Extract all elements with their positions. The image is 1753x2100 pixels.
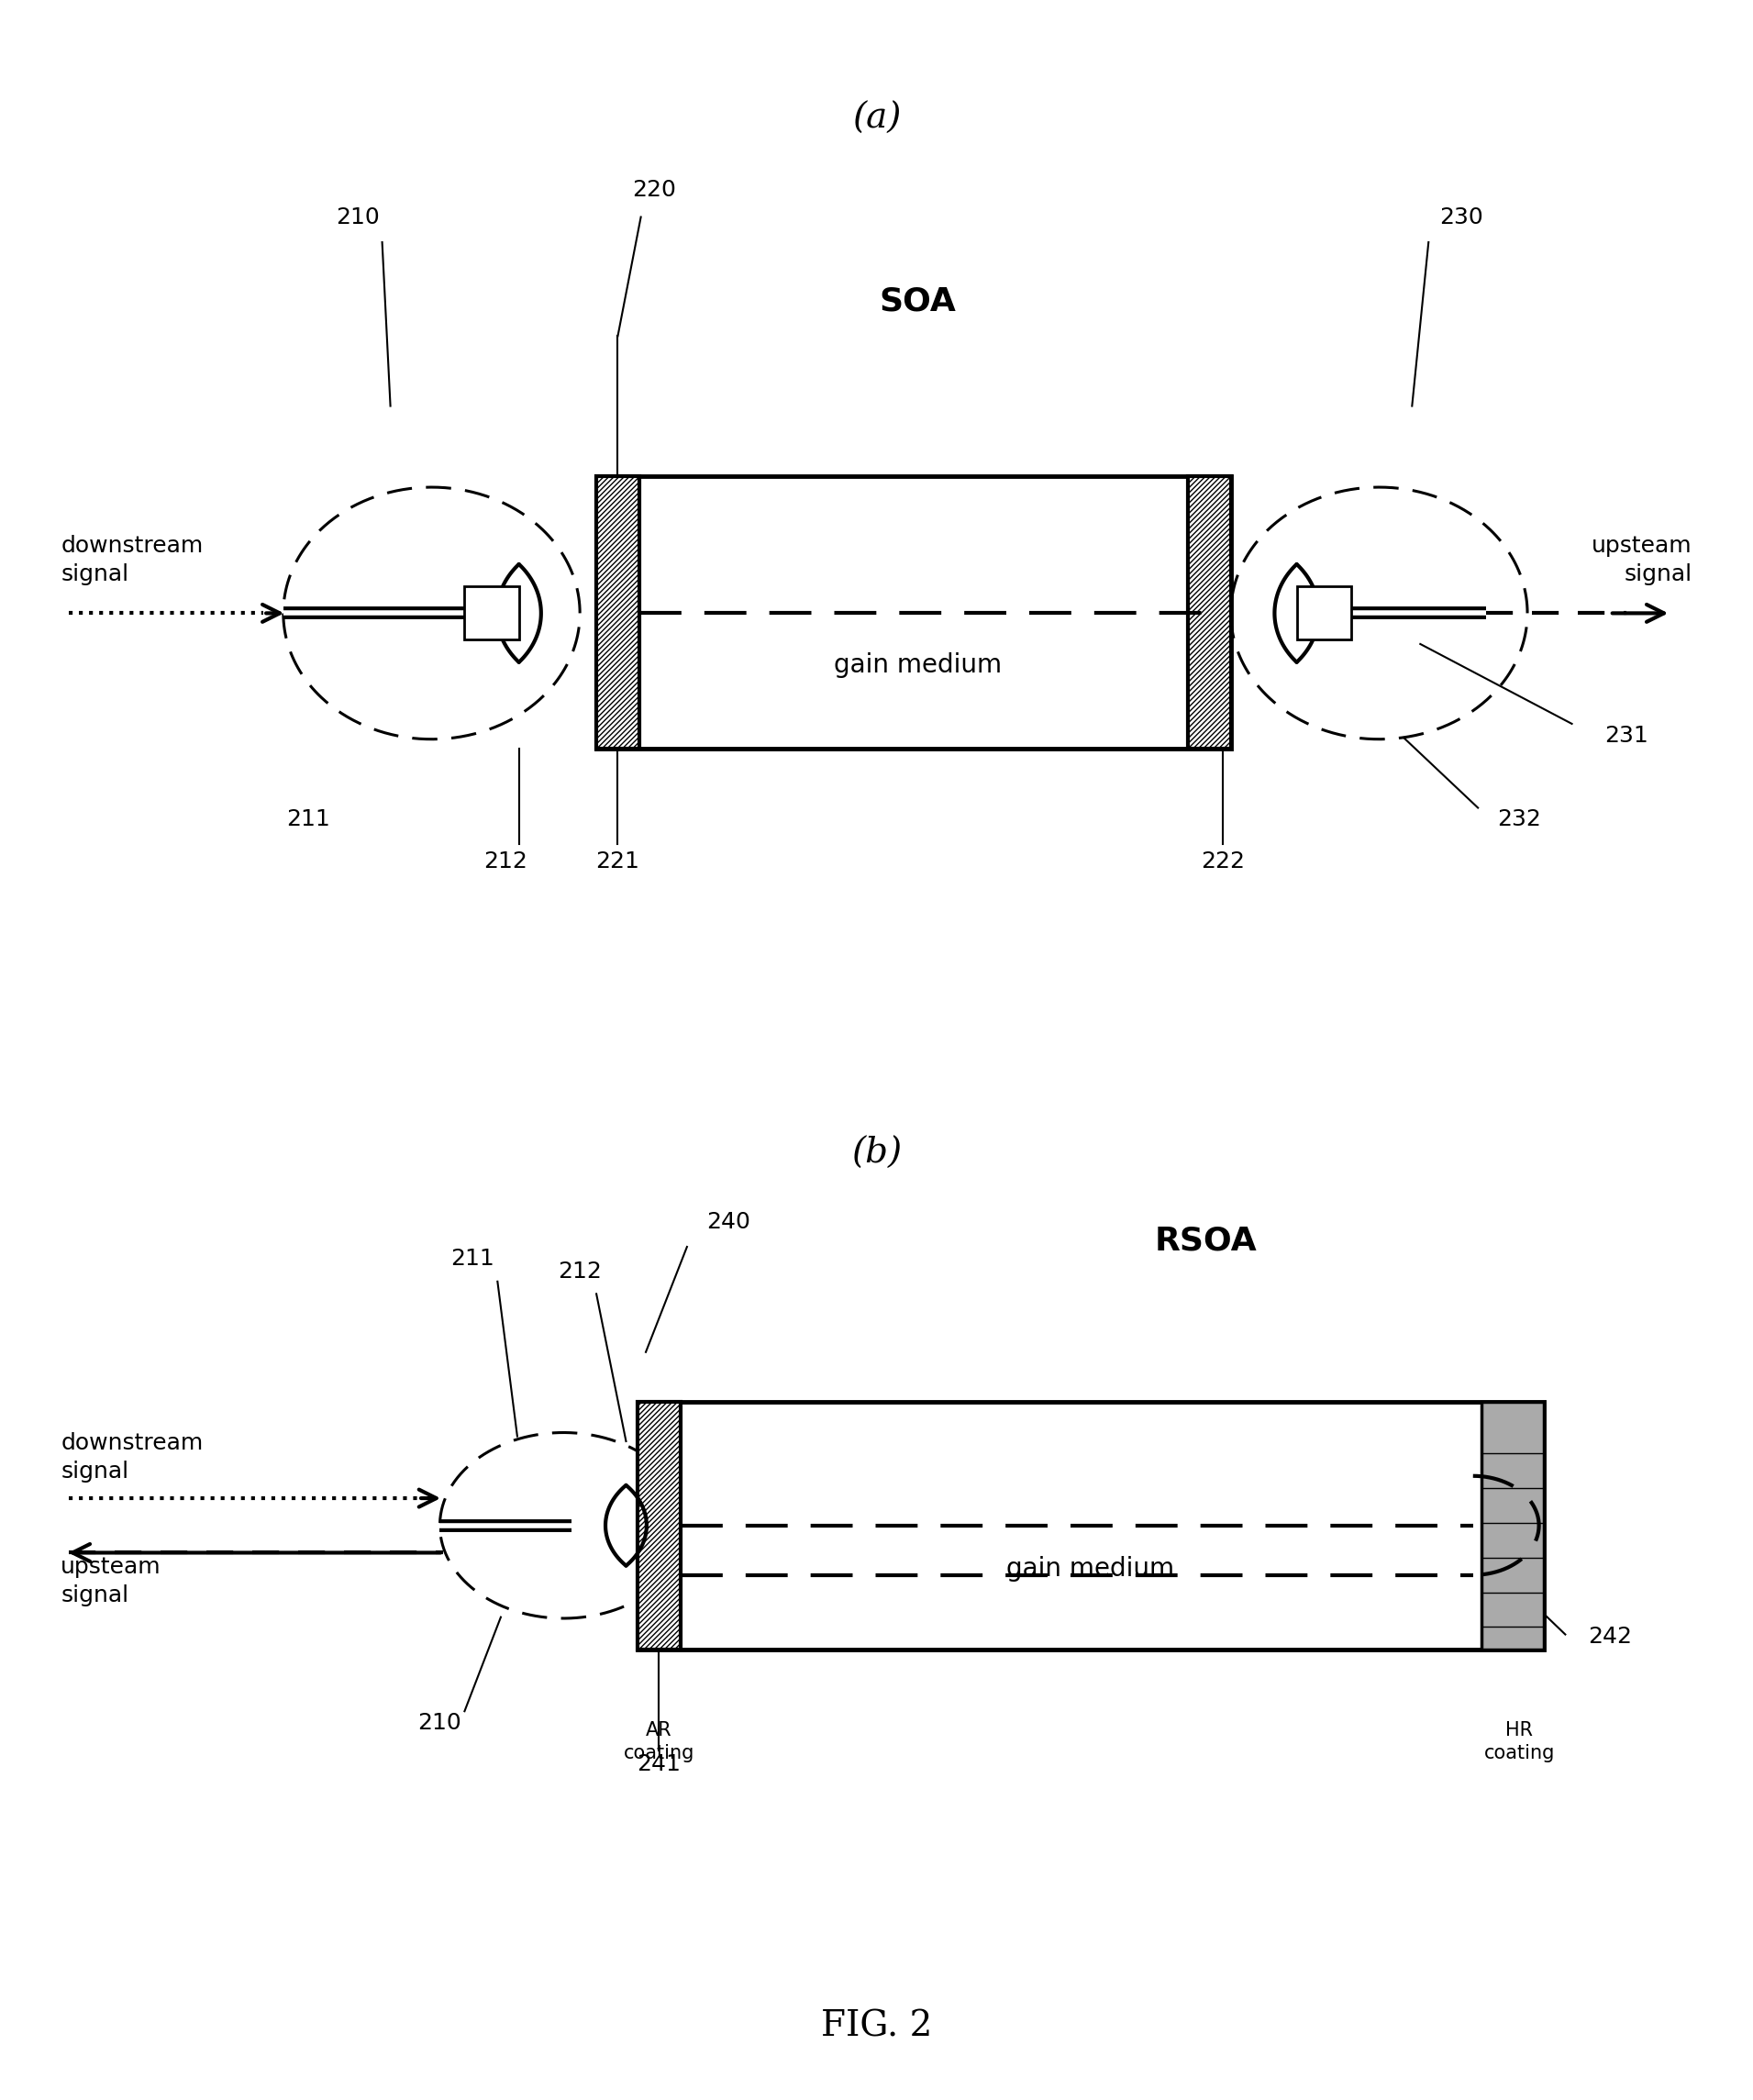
Text: 221: 221 <box>596 851 640 874</box>
Text: 210: 210 <box>335 206 379 229</box>
Text: 231: 231 <box>1604 724 1648 748</box>
Text: AR
coating: AR coating <box>624 1722 694 1762</box>
Bar <box>596 477 1231 750</box>
Text: 232: 232 <box>1497 808 1541 832</box>
Text: 210: 210 <box>417 1712 461 1735</box>
Text: downstream
signal: downstream signal <box>61 536 203 586</box>
Text: 240: 240 <box>706 1212 750 1233</box>
Text: 241: 241 <box>636 1754 680 1774</box>
Bar <box>596 477 640 750</box>
Bar <box>1297 586 1352 640</box>
Text: RSOA: RSOA <box>1155 1224 1257 1256</box>
Text: 212: 212 <box>557 1260 601 1283</box>
Text: 211: 211 <box>451 1247 494 1270</box>
Text: (a): (a) <box>852 103 901 136</box>
Text: gain medium: gain medium <box>834 653 1001 678</box>
Text: 211: 211 <box>286 808 330 832</box>
Bar <box>1189 477 1231 750</box>
Bar <box>1189 477 1231 750</box>
Text: FIG. 2: FIG. 2 <box>820 2010 933 2043</box>
Bar <box>596 477 640 750</box>
Text: downstream
signal: downstream signal <box>61 1432 203 1483</box>
Text: upsteam
signal: upsteam signal <box>1592 536 1692 586</box>
Bar <box>1481 1401 1544 1649</box>
Text: 222: 222 <box>1201 851 1245 874</box>
Bar <box>638 1401 680 1649</box>
Text: HR
coating: HR coating <box>1483 1722 1555 1762</box>
Bar <box>638 1401 1544 1649</box>
Text: upsteam
signal: upsteam signal <box>61 1556 161 1607</box>
Bar <box>465 586 519 640</box>
Text: 220: 220 <box>633 179 677 202</box>
Bar <box>638 1401 680 1649</box>
Text: 212: 212 <box>484 851 528 874</box>
Text: 242: 242 <box>1588 1625 1632 1649</box>
Text: (b): (b) <box>852 1136 901 1172</box>
Text: 230: 230 <box>1439 206 1483 229</box>
Text: gain medium: gain medium <box>1006 1556 1175 1581</box>
Text: SOA: SOA <box>880 286 955 317</box>
